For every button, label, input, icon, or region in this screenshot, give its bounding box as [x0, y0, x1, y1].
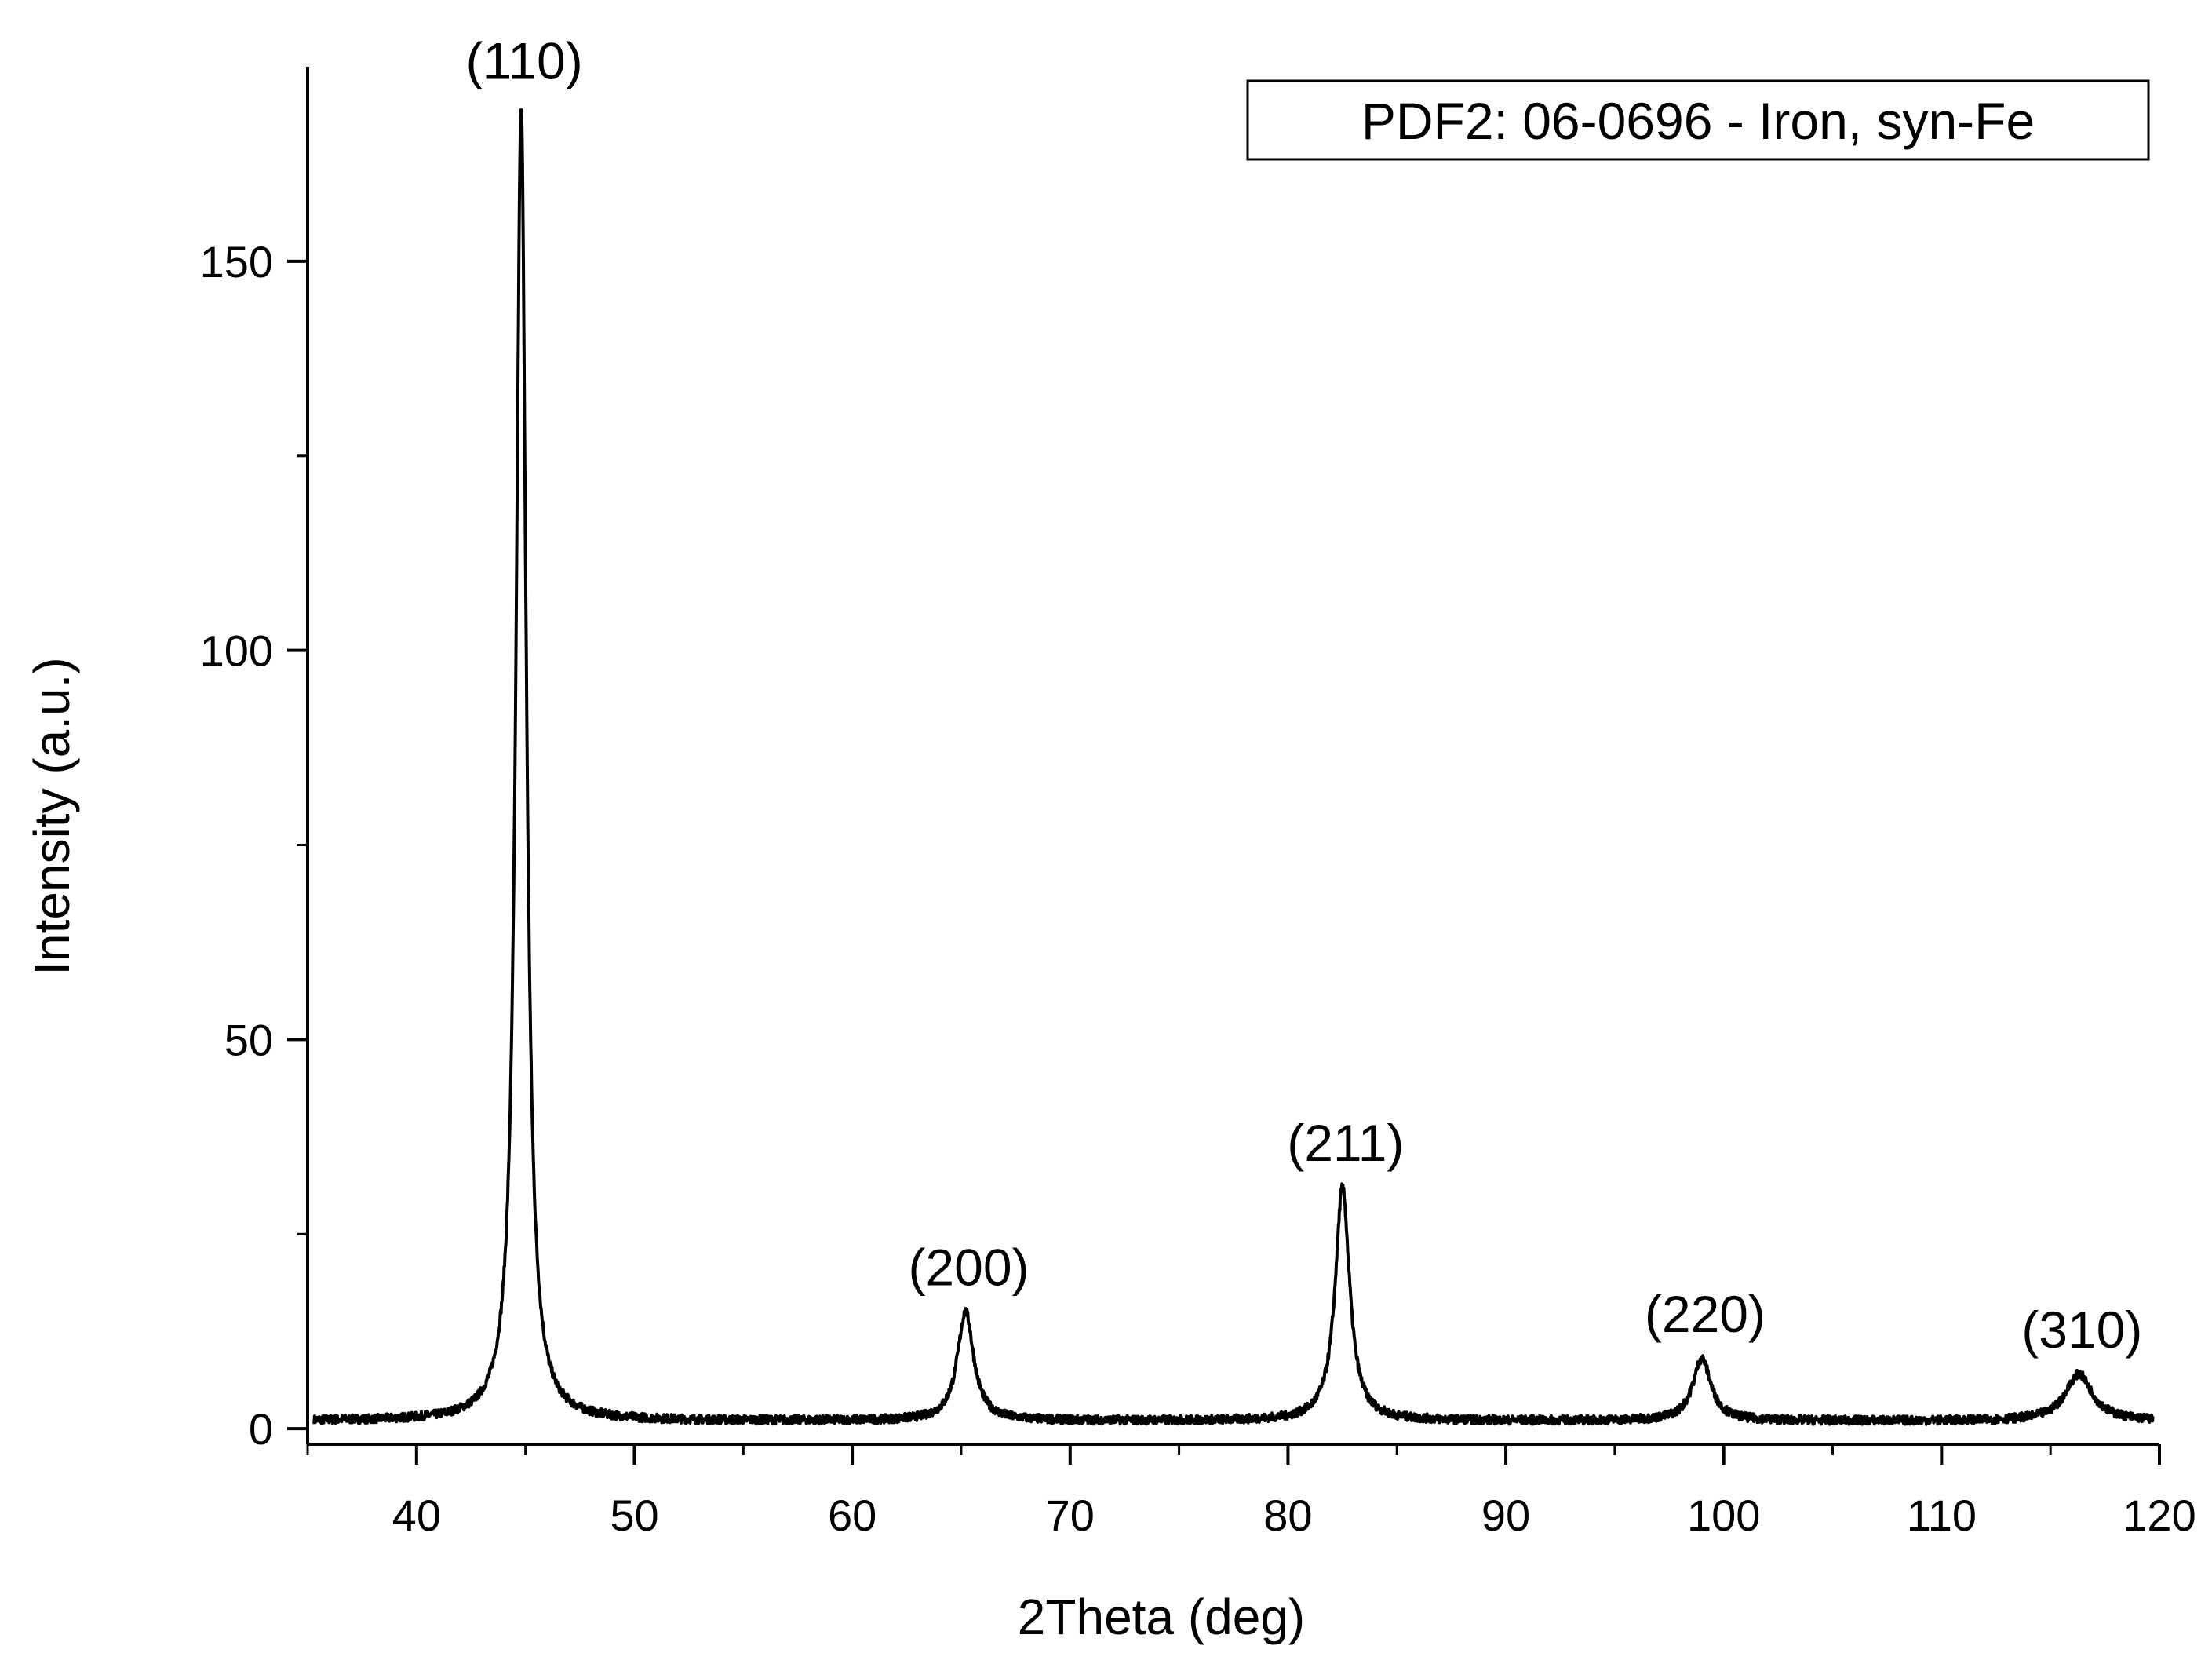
x-tick-label: 110	[1907, 1491, 1977, 1540]
peak-label: (110)	[466, 32, 583, 90]
legend-box: PDF2: 06-0696 - Iron, syn-Fe	[1246, 79, 2150, 161]
x-axis-title: 2Theta (deg)	[1018, 1589, 1305, 1645]
diffraction-trace	[312, 108, 2155, 1426]
axes	[306, 67, 2159, 1446]
x-tick-label: 100	[1687, 1491, 1760, 1540]
x-tick-label: 120	[2123, 1491, 2196, 1540]
y-tick-label: 50	[224, 1015, 273, 1064]
ticks: 40 50 60 70 80 90 100 110 120 0 50 100 150	[200, 237, 2196, 1540]
peak-label: (310)	[2021, 1301, 2142, 1359]
legend-text: PDF2: 06-0696 - Iron, syn-Fe	[1361, 92, 2035, 150]
x-tick-label: 90	[1481, 1491, 1530, 1540]
x-tick-label: 70	[1046, 1491, 1095, 1540]
x-tick-label: 80	[1263, 1491, 1312, 1540]
y-tick-label: 150	[200, 237, 273, 286]
peak-labels: (110) (200) (211) (220) (310)	[466, 32, 2143, 1359]
legend-frame	[1246, 79, 2150, 161]
peak-label: (211)	[1287, 1114, 1404, 1172]
x-tick-label: 50	[610, 1491, 658, 1540]
peak-label: (200)	[908, 1238, 1029, 1296]
x-tick-label: 40	[392, 1491, 441, 1540]
y-tick-label: 100	[200, 626, 273, 676]
y-axis-title: Intensity (a.u.)	[24, 657, 80, 976]
peak-label: (220)	[1645, 1285, 1766, 1343]
y-tick-label: 0	[249, 1404, 273, 1454]
x-tick-label: 60	[828, 1491, 876, 1540]
